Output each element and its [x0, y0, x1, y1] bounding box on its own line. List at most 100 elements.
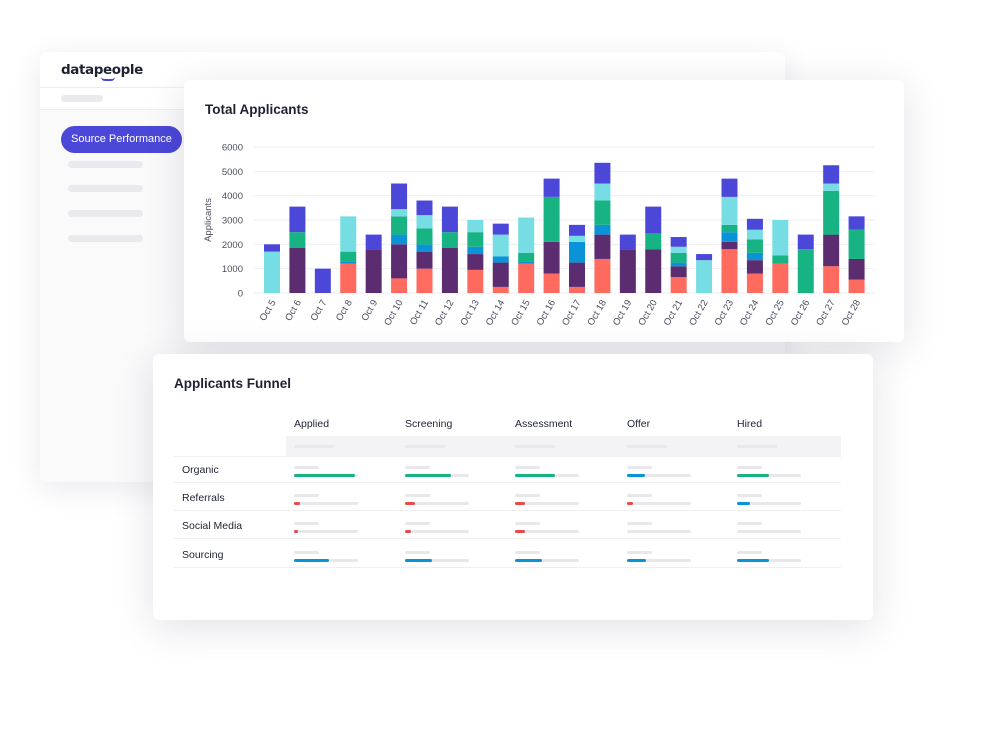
bar-segment[interactable]: [467, 254, 484, 270]
bar-segment[interactable]: [594, 258, 611, 293]
bar-segment[interactable]: [721, 249, 738, 293]
bar-segment[interactable]: [696, 254, 713, 261]
bar-segment[interactable]: [594, 183, 611, 201]
bar-segment[interactable]: [314, 268, 331, 293]
bar-segment[interactable]: [543, 273, 560, 293]
bar-segment[interactable]: [670, 277, 687, 293]
bar-segment[interactable]: [391, 216, 408, 235]
bar-segment[interactable]: [721, 232, 738, 242]
bar-segment[interactable]: [797, 234, 814, 250]
bar-segment[interactable]: [569, 224, 585, 236]
bar-segment[interactable]: [848, 229, 865, 259]
bar-segment[interactable]: [823, 190, 840, 235]
bar-segment[interactable]: [569, 241, 585, 263]
bar-segment[interactable]: [340, 216, 357, 252]
bar-segment[interactable]: [848, 216, 865, 230]
column-header-screening[interactable]: Screening: [405, 418, 453, 430]
bar-segment[interactable]: [518, 261, 535, 264]
bar-segment[interactable]: [340, 261, 357, 264]
bar-segment[interactable]: [594, 162, 611, 184]
bar-segment[interactable]: [492, 262, 509, 287]
bar-segment[interactable]: [416, 215, 433, 229]
bar-segment[interactable]: [721, 241, 738, 250]
bar-segment[interactable]: [391, 234, 408, 245]
bar-segment[interactable]: [518, 263, 535, 293]
bar-segment[interactable]: [264, 244, 280, 252]
bar-segment[interactable]: [467, 246, 484, 255]
bar-segment[interactable]: [391, 183, 408, 210]
bar-segment[interactable]: [746, 229, 763, 240]
bar-segment[interactable]: [823, 266, 840, 293]
bar-segment[interactable]: [670, 266, 687, 278]
bar-segment[interactable]: [492, 234, 509, 257]
bar-segment[interactable]: [670, 252, 687, 263]
bar-segment[interactable]: [619, 234, 636, 250]
bar-segment[interactable]: [416, 268, 433, 293]
bar-segment[interactable]: [823, 183, 840, 191]
bar-segment[interactable]: [848, 258, 865, 280]
bar-segment[interactable]: [391, 209, 408, 217]
bar-segment[interactable]: [696, 260, 713, 293]
bar-segment[interactable]: [441, 232, 458, 248]
bar-segment[interactable]: [289, 247, 306, 293]
bar-segment[interactable]: [848, 279, 865, 293]
bar-segment[interactable]: [492, 286, 509, 293]
bar-segment[interactable]: [645, 249, 662, 293]
bar-segment[interactable]: [797, 249, 814, 293]
bar-segment[interactable]: [467, 220, 484, 233]
bar-segment[interactable]: [467, 269, 484, 293]
bar-segment[interactable]: [645, 206, 662, 234]
bar-segment[interactable]: [721, 224, 738, 233]
bar-segment[interactable]: [569, 235, 585, 242]
column-header-hired[interactable]: Hired: [737, 418, 763, 430]
bar-segment[interactable]: [441, 206, 458, 233]
bar-segment[interactable]: [289, 206, 306, 233]
bar-segment[interactable]: [543, 178, 560, 197]
bar-segment[interactable]: [772, 255, 789, 264]
bar-segment[interactable]: [670, 237, 687, 247]
bar-segment[interactable]: [492, 256, 509, 263]
bar-segment[interactable]: [746, 260, 763, 274]
bar-segment[interactable]: [416, 228, 433, 245]
bar-segment[interactable]: [441, 247, 458, 293]
bar-segment[interactable]: [365, 234, 382, 250]
bar-segment[interactable]: [391, 278, 408, 293]
bar-segment[interactable]: [543, 241, 560, 274]
bar-segment[interactable]: [569, 262, 585, 287]
bar-segment[interactable]: [365, 249, 382, 293]
bar-segment[interactable]: [416, 251, 433, 269]
bar-segment[interactable]: [340, 251, 357, 262]
bar-segment[interactable]: [416, 200, 433, 216]
bar-segment[interactable]: [340, 263, 357, 293]
bar-segment[interactable]: [467, 232, 484, 247]
bar-segment[interactable]: [289, 232, 306, 248]
bar-segment[interactable]: [594, 234, 611, 259]
bar-segment[interactable]: [391, 244, 408, 279]
bar-segment[interactable]: [721, 196, 738, 225]
column-header-assessment[interactable]: Assessment: [515, 418, 573, 430]
bar-segment[interactable]: [823, 165, 840, 184]
bar-segment[interactable]: [721, 178, 738, 197]
bar-segment[interactable]: [594, 224, 611, 235]
bar-segment[interactable]: [772, 220, 789, 256]
bar-segment[interactable]: [416, 244, 433, 252]
bar-segment[interactable]: [594, 200, 611, 225]
bar-segment[interactable]: [746, 239, 763, 253]
bar-segment[interactable]: [569, 286, 585, 293]
bar-segment[interactable]: [518, 217, 535, 253]
bar-segment[interactable]: [264, 251, 280, 293]
bar-segment[interactable]: [492, 223, 509, 235]
bar-segment[interactable]: [746, 273, 763, 293]
bar-segment[interactable]: [670, 246, 687, 253]
bar-segment[interactable]: [619, 249, 636, 293]
bar-segment[interactable]: [645, 233, 662, 250]
bar-segment[interactable]: [823, 234, 840, 267]
bar-segment[interactable]: [518, 252, 535, 262]
bar-segment[interactable]: [772, 263, 789, 293]
column-header-applied[interactable]: Applied: [294, 418, 330, 430]
bar-segment[interactable]: [670, 262, 687, 267]
bar-segment[interactable]: [746, 218, 763, 230]
bar-segment[interactable]: [543, 196, 560, 242]
nav-source-performance[interactable]: Source Performance: [61, 126, 182, 153]
bar-segment[interactable]: [746, 252, 763, 261]
